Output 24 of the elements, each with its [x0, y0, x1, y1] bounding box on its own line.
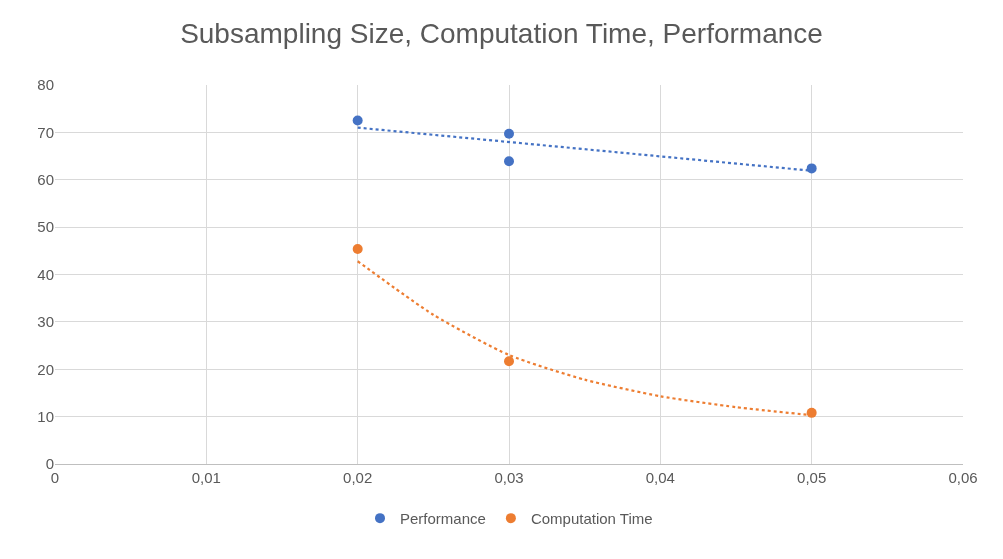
point — [352, 243, 363, 254]
x-tick-label: 0,05 — [797, 469, 827, 486]
x-tick-label: 0,02 — [343, 469, 373, 486]
point — [504, 156, 514, 167]
y-tick-label: 10 — [37, 407, 54, 425]
legend-label: Computation Time — [530, 510, 653, 527]
x-tick-label: 0,04 — [645, 469, 675, 486]
y-tick-label: 20 — [37, 360, 54, 378]
x-tick-label: 0,06 — [948, 469, 978, 486]
point — [806, 407, 817, 418]
y-tick-label: 70 — [37, 123, 54, 141]
point — [352, 115, 363, 126]
y-tick-label: 0 — [45, 455, 54, 473]
y-tick-label: 30 — [37, 313, 54, 331]
y-tick-label: 50 — [37, 218, 54, 236]
y-tick-label: 60 — [37, 171, 54, 188]
point — [504, 356, 514, 367]
y-tick-label: 40 — [37, 265, 54, 283]
legend-label: Performance — [400, 510, 486, 527]
point — [504, 128, 514, 139]
chart-title: Subsampling Size, Computation Time, Performance — [180, 17, 823, 49]
x-tick-label: 0,01 — [191, 469, 221, 486]
x-tick-label: 0,03 — [494, 469, 524, 486]
y-tick-label: 80 — [37, 76, 54, 94]
